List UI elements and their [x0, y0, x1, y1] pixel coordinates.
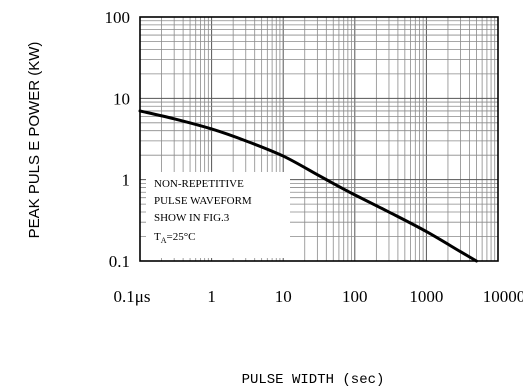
annotation-line-3: SHOW IN FIG.3 — [154, 212, 230, 224]
y-axis-label: PEAK PULS E POWER (KW) — [26, 42, 43, 239]
temperature-value: =25°C — [167, 231, 196, 243]
plot-frame — [139, 16, 499, 262]
annotation-line-2: PULSE WAVEFORM — [154, 195, 252, 207]
tick-labels: 0.1 1 10 100 0.1μs 1 10 100 1000 10000 — [105, 8, 523, 306]
x-axis-label: PULSE WIDTH (sec) — [242, 372, 385, 388]
annotation-box — [146, 172, 290, 258]
y-tick-label: 10 — [113, 89, 130, 108]
y-tick-label: 0.1 — [109, 252, 130, 271]
annotation-temperature: TA=25°C — [154, 231, 195, 245]
annotation-line-1: NON-REPETITIVE — [154, 178, 244, 190]
temperature-symbol: T — [154, 231, 161, 243]
annotation: NON-REPETITIVE PULSE WAVEFORM SHOW IN FI… — [154, 178, 252, 245]
x-tick-label: 1000 — [409, 287, 443, 306]
x-tick-label: 100 — [342, 287, 368, 306]
x-tick-label: 10 — [275, 287, 292, 306]
x-tick-label: 10000 — [483, 287, 523, 306]
y-tick-label: 1 — [122, 171, 131, 190]
temperature-subscript: A — [161, 236, 167, 245]
series-layer — [138, 109, 478, 263]
x-tick-label: 0.1μs — [114, 287, 151, 306]
x-tick-label: 1 — [207, 287, 216, 306]
y-tick-label: 100 — [105, 8, 131, 27]
power-curve-line — [138, 109, 478, 263]
